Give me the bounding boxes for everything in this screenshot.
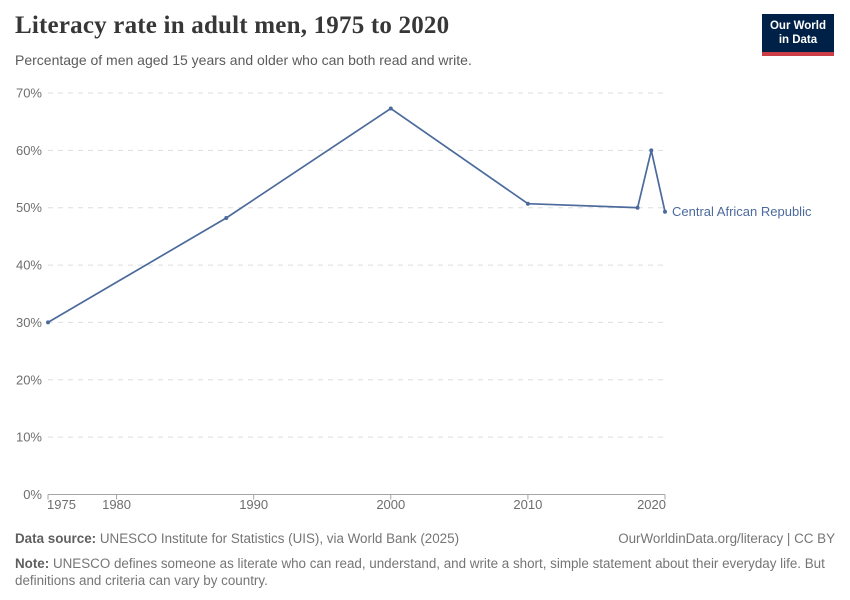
x-tick-label: 1990 bbox=[239, 497, 268, 512]
data-point[interactable] bbox=[663, 209, 667, 214]
data-point[interactable] bbox=[635, 205, 640, 210]
trend-line[interactable] bbox=[47, 107, 666, 324]
license-link[interactable]: OurWorldinData.org/literacy | CC BY bbox=[618, 531, 835, 546]
y-tick-label: 20% bbox=[16, 372, 42, 387]
footer-source-row: Data source: UNESCO Institute for Statis… bbox=[15, 531, 835, 546]
data-source-label: Data source: bbox=[15, 531, 97, 546]
data-point[interactable] bbox=[649, 148, 654, 153]
y-tick-label: 50% bbox=[16, 200, 42, 215]
x-tick-label: 1980 bbox=[102, 497, 131, 512]
y-tick-label: 10% bbox=[16, 430, 42, 445]
y-tick-label: 30% bbox=[16, 315, 42, 330]
x-tick-label: 1975 bbox=[47, 497, 76, 512]
chart-subtitle: Percentage of men aged 15 years and olde… bbox=[15, 52, 472, 68]
owid-logo[interactable]: Our World in Data bbox=[761, 14, 834, 57]
footnote: Note: UNESCO defines someone as literate… bbox=[15, 556, 825, 589]
owid-logo-line2: in Data bbox=[778, 33, 818, 46]
y-tick-label: 40% bbox=[16, 258, 42, 273]
data-point[interactable] bbox=[46, 320, 50, 325]
owid-logo-line1: Our World bbox=[769, 20, 826, 32]
data-source-text: Data source: UNESCO Institute for Statis… bbox=[15, 531, 460, 546]
footnote-label: Note: bbox=[15, 556, 50, 571]
data-point[interactable] bbox=[388, 106, 393, 111]
data-point[interactable] bbox=[224, 216, 229, 221]
data-point[interactable] bbox=[525, 201, 530, 206]
y-tick-label: 70% bbox=[16, 86, 42, 101]
page-title: Literacy rate in adult men, 1975 to 2020 bbox=[15, 12, 450, 39]
x-tick-label: 2000 bbox=[376, 497, 405, 512]
series-label[interactable]: Central African Republic bbox=[672, 204, 812, 219]
line-chart[interactable]: 0% 10% 20% 30% 40% 50% 60% 70% 1975 1980 1990 2000 2… bbox=[0, 80, 850, 525]
x-tick-label: 2020 bbox=[637, 497, 666, 512]
x-tick-label: 2010 bbox=[513, 497, 542, 512]
y-tick-label: 0% bbox=[23, 487, 42, 502]
y-tick-label: 60% bbox=[16, 143, 42, 158]
